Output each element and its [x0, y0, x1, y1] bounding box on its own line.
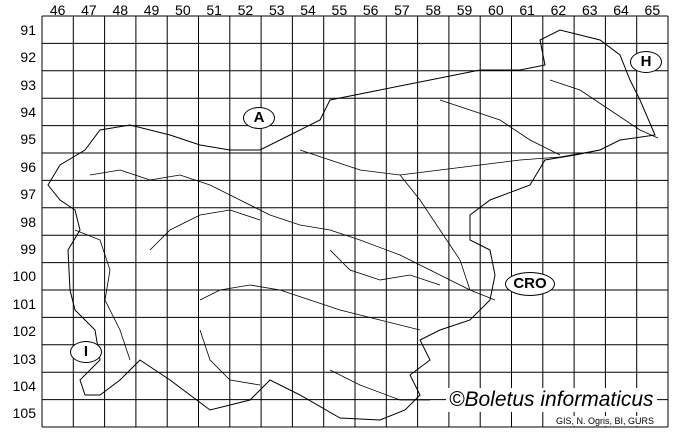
row-label: 101 — [12, 295, 36, 312]
column-label: 65 — [644, 2, 661, 18]
country-border — [47, 29, 656, 421]
austria-tag: A — [243, 107, 275, 129]
row-label: 98 — [20, 213, 36, 230]
croatia-tag: CRO — [505, 272, 555, 296]
column-label: 56 — [362, 2, 379, 18]
row-label: 92 — [20, 49, 36, 66]
column-label: 64 — [613, 2, 629, 18]
row-label: 91 — [20, 21, 36, 38]
column-label: 53 — [268, 2, 285, 18]
column-label: 57 — [394, 2, 410, 18]
column-label: 49 — [143, 2, 160, 18]
row-label: 104 — [12, 377, 36, 394]
column-label: 52 — [237, 2, 254, 18]
column-label: 63 — [581, 2, 598, 18]
column-label: 51 — [206, 2, 222, 18]
row-label: 96 — [20, 158, 36, 175]
column-label: 47 — [81, 2, 97, 18]
column-label: 48 — [112, 2, 129, 18]
row-label: 94 — [20, 103, 36, 120]
column-label: 62 — [550, 2, 567, 18]
row-label: 95 — [20, 131, 36, 148]
row-label: 93 — [20, 76, 36, 93]
row-label: 99 — [20, 240, 36, 257]
rivers — [74, 79, 659, 401]
row-label: 103 — [12, 350, 36, 367]
row-label: 105 — [12, 405, 36, 422]
row-label: 102 — [12, 323, 36, 340]
column-label: 50 — [175, 2, 191, 18]
hungary-tag: H — [630, 51, 662, 73]
grid-lines — [41, 15, 669, 428]
column-label: 46 — [49, 2, 66, 18]
italy-tag: I — [70, 341, 102, 363]
row-label: 100 — [12, 268, 36, 285]
column-label: 60 — [488, 2, 504, 18]
column-label: 61 — [519, 2, 535, 18]
column-label: 55 — [331, 2, 348, 18]
row-label: 97 — [20, 186, 36, 203]
column-label: 58 — [425, 2, 442, 18]
credit-text: GIS, N. Ogris, BI, GURS — [554, 416, 657, 426]
copyright-text: ©Boletus informaticus — [446, 388, 657, 412]
column-label: 59 — [456, 2, 473, 18]
column-label: 54 — [300, 2, 316, 18]
